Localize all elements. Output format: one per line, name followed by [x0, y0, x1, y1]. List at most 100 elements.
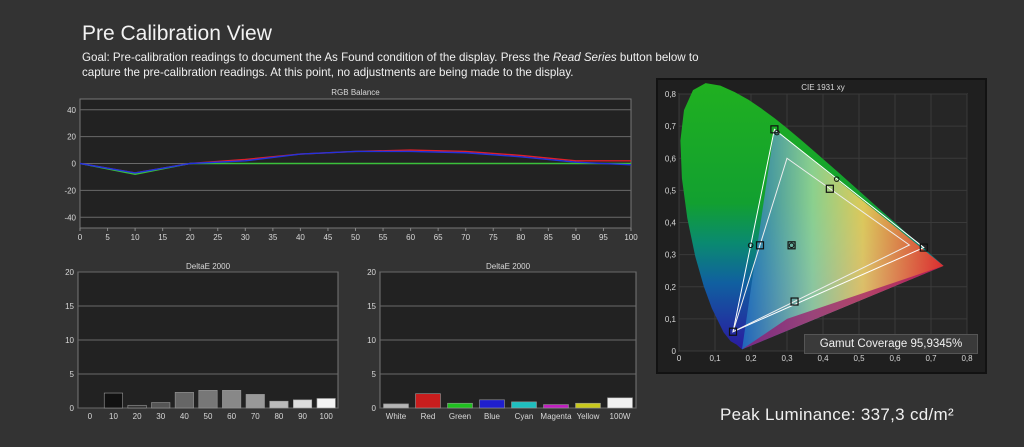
y-tick-label: 20: [67, 133, 76, 142]
x-tick-label: 50: [204, 412, 213, 421]
goal-text-prefix: Goal: Pre-calibration readings to docume…: [82, 51, 553, 64]
x-tick-label: 0,8: [961, 354, 973, 363]
bar-90: [293, 399, 313, 409]
bar-blue: [479, 399, 505, 409]
x-tick-label: Blue: [484, 412, 501, 421]
gamut-coverage-label: Gamut Coverage 95,9345%: [804, 334, 978, 354]
bar-yellow: [575, 402, 601, 409]
y-tick-label: 10: [367, 336, 376, 345]
color-fill: [742, 129, 944, 350]
cyan-target-marker: [755, 241, 765, 250]
bar-green: [447, 402, 473, 409]
x-tick-label: 80: [274, 412, 283, 421]
chart-title: CIE 1931 xy: [801, 83, 845, 92]
y-tick-label: 0,3: [665, 251, 677, 260]
bar-70: [245, 394, 265, 409]
y-tick-label: 0,5: [665, 186, 677, 195]
y-tick-label: 0: [372, 404, 377, 413]
x-tick-label: 0,7: [925, 354, 937, 363]
bar-white: [383, 403, 409, 409]
bar-40: [174, 392, 194, 409]
peak-luminance-label: Peak Luminance: 337,3 cd/m²: [720, 405, 954, 424]
bar-cyan: [511, 401, 537, 409]
chart-title: DeltaE 2000: [186, 262, 231, 271]
x-tick-label: Red: [421, 412, 436, 421]
y-tick-label: 0: [70, 404, 75, 413]
red-target-marker: [919, 243, 928, 252]
yellow-measured-marker: [833, 176, 840, 182]
x-tick-label: 10: [131, 233, 140, 242]
bar-100w: [607, 397, 633, 409]
x-tick-label: 0,5: [853, 354, 865, 363]
x-tick-label: 35: [268, 233, 277, 242]
chart-title: RGB Balance: [331, 88, 380, 97]
bar-20: [127, 404, 147, 409]
bar-100: [316, 398, 336, 409]
cie-1931-chart: 0 0,1 0,2 0,3 0,4 0,5 0,6 0,7 0,8 0,8 0,7 0,6 0,5 0,4…: [665, 83, 973, 363]
x-tick-label: 100: [624, 233, 638, 242]
x-tick-label: 100: [320, 412, 334, 421]
green-measured-marker: [774, 129, 780, 136]
x-tick-label: 50: [351, 233, 360, 242]
x-tick-label: 5: [105, 233, 110, 242]
bar-magenta: [543, 404, 569, 409]
white-target-marker: [787, 241, 796, 250]
bar-50: [198, 390, 218, 409]
blue-target-marker: [728, 327, 738, 336]
x-tick-label: 55: [379, 233, 388, 242]
y-tick-label: 0,2: [665, 283, 677, 292]
x-tick-label: 30: [156, 412, 165, 421]
rgb-balance-chart: RGB Balance 40 20 0 -20 -40 0 5 10 15 20 25 30 35 40 45…: [64, 88, 638, 242]
x-tick-label: 0: [88, 412, 93, 421]
bar-red: [415, 393, 441, 409]
x-tick-label: 0,6: [889, 354, 901, 363]
page-description: Goal: Pre-calibration readings to docume…: [82, 50, 712, 80]
white-measured-marker: [788, 242, 795, 249]
x-tick-label: 25: [213, 233, 222, 242]
y-tick-label: 40: [67, 106, 76, 115]
x-tick-label: 20: [133, 412, 142, 421]
chart-title: DeltaE 2000: [486, 262, 531, 271]
target-gamut-triangle: [732, 157, 911, 333]
goal-text-suffix: button below to capture the pre-calibrat…: [82, 51, 699, 79]
y-tick-label: 10: [65, 336, 74, 345]
x-tick-label: 65: [434, 233, 443, 242]
x-tick-label: Green: [449, 412, 471, 421]
bar-60: [222, 390, 242, 409]
x-tick-label: 60: [227, 412, 236, 421]
x-tick-label: 10: [109, 412, 118, 421]
x-tick-label: 80: [516, 233, 525, 242]
y-tick-label: 0,7: [665, 122, 677, 131]
x-tick-label: White: [386, 412, 407, 421]
y-tick-label: 15: [367, 302, 376, 311]
x-tick-label: 90: [298, 412, 307, 421]
y-tick-label: 20: [65, 268, 74, 277]
purple-line-fill: [742, 265, 944, 350]
x-tick-label: 85: [544, 233, 553, 242]
y-tick-label: 0,4: [665, 219, 677, 228]
x-tick-label: 70: [461, 233, 470, 242]
x-tick-label: 60: [406, 233, 415, 242]
y-tick-label: -20: [64, 186, 76, 195]
x-tick-label: 70: [251, 412, 260, 421]
cyan-measured-marker: [747, 242, 754, 249]
x-tick-label: 95: [599, 233, 608, 242]
x-tick-label: 20: [186, 233, 195, 242]
x-tick-label: 0: [677, 354, 682, 363]
x-tick-label: 0,4: [817, 354, 829, 363]
x-tick-label: 0,3: [781, 354, 793, 363]
bar-30: [151, 402, 171, 409]
y-tick-label: 5: [70, 370, 75, 379]
y-tick-label: 0,1: [665, 315, 677, 324]
y-tick-label: 5: [372, 370, 377, 379]
measured-gamut-triangle: [732, 128, 925, 333]
x-tick-label: 0,2: [745, 354, 757, 363]
y-tick-label: 0: [672, 347, 677, 356]
read-series-emphasis: Read Series: [552, 51, 617, 64]
x-tick-label: 40: [296, 233, 305, 242]
magenta-target-marker: [790, 297, 799, 306]
blue-series-line: [79, 150, 632, 174]
page-title: Pre Calibration View: [82, 22, 272, 45]
x-tick-label: 30: [241, 233, 250, 242]
